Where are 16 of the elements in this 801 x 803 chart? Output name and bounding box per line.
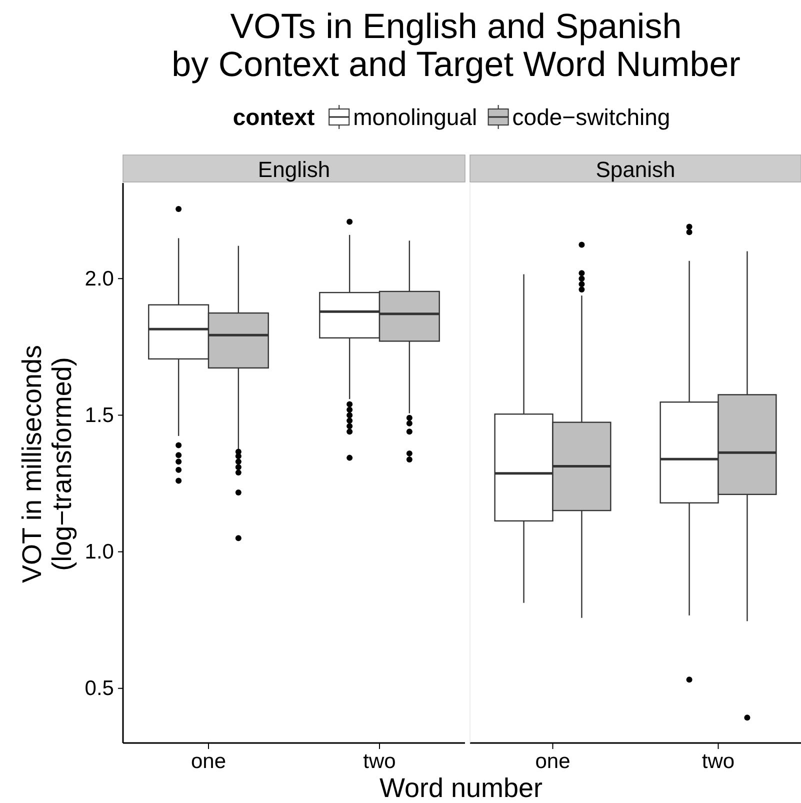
legend-title: context	[232, 104, 316, 130]
chart-subtitle: English	[258, 157, 330, 182]
y-tick-label: 1.0	[84, 540, 114, 564]
x-tick-label: one	[190, 750, 226, 773]
chart-title: VOTs in English and Spanish by Context and Target Word Number	[172, 7, 741, 84]
chart-subtitle: Spanish	[596, 157, 676, 182]
legend-label: code−switching	[512, 104, 670, 130]
y-tick-label: 2.0	[84, 267, 114, 290]
legend-label: monolingual	[353, 104, 478, 130]
y-axis-title: VOT in milliseconds (log−transformed)	[17, 344, 77, 584]
x-tick-label: two	[363, 750, 396, 773]
x-axis-title: Word number	[379, 773, 543, 803]
y-tick-label: 1.5	[84, 404, 114, 427]
x-tick-label: one	[535, 750, 570, 773]
y-tick-label: 0.5	[84, 677, 114, 700]
x-tick-label: two	[702, 750, 735, 773]
